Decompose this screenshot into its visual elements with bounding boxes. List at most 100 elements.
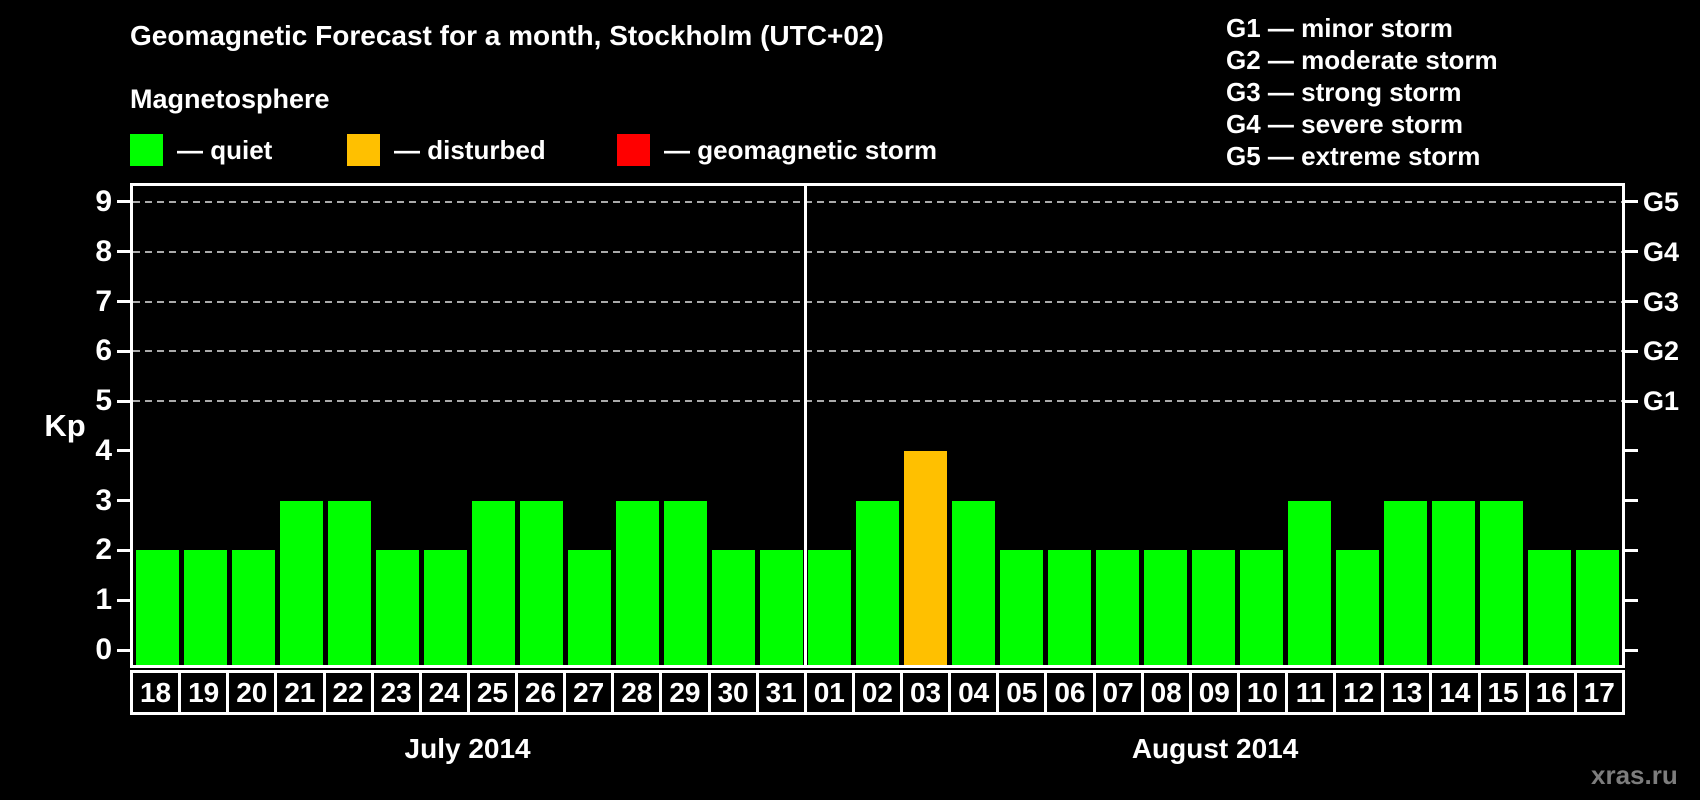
storm-scale-G1: G1 — minor storm <box>1226 13 1453 43</box>
y-axis-label-0: 0 <box>95 633 112 666</box>
kp-bar-22 <box>327 500 371 665</box>
day-label-22: 22 <box>322 670 374 715</box>
kp-bar-17 <box>1576 550 1620 665</box>
chart-title: Geomagnetic Forecast for a month, Stockh… <box>130 20 884 51</box>
right-axis-tick <box>1625 300 1638 304</box>
day-label-13: 13 <box>1381 670 1433 715</box>
y-axis-tick <box>117 598 130 602</box>
y-axis-label-4: 4 <box>95 433 112 467</box>
right-axis-tick <box>1625 250 1638 254</box>
y-axis-tick <box>117 200 130 204</box>
g-scale-label-G3: G3 <box>1643 286 1680 317</box>
day-label-15: 15 <box>1477 670 1529 715</box>
storm-scale-G4: G4 — severe storm <box>1226 109 1464 139</box>
y-axis-label-9: 9 <box>95 184 112 218</box>
day-label-08: 08 <box>1140 670 1192 715</box>
day-label-04: 04 <box>948 670 1000 715</box>
kp-bar-29 <box>663 500 707 665</box>
kp-bar-10 <box>1240 550 1284 665</box>
right-axis-tick <box>1625 548 1638 552</box>
kp-bar-11 <box>1288 500 1332 665</box>
day-label-29: 29 <box>659 670 711 715</box>
gridline-kp-9 <box>133 200 1622 203</box>
day-label-07: 07 <box>1092 670 1144 715</box>
kp-bar-20 <box>231 550 275 665</box>
kp-bar-21 <box>279 500 323 665</box>
legend-item-storm: — geomagnetic storm <box>617 133 937 167</box>
legend-label-disturbed: — disturbed <box>394 134 546 165</box>
day-label-09: 09 <box>1188 670 1240 715</box>
right-axis-tick <box>1625 349 1638 353</box>
storm-scale-G2: G2 — moderate storm <box>1226 45 1498 75</box>
kp-bar-13 <box>1384 500 1428 665</box>
month-separator-line <box>803 186 807 665</box>
storm-scale-G3: G3 — strong storm <box>1226 77 1462 107</box>
legend-label-storm: — geomagnetic storm <box>664 134 938 165</box>
day-label-20: 20 <box>226 670 278 715</box>
kp-bar-07 <box>1096 550 1140 665</box>
kp-bar-18 <box>135 550 179 665</box>
day-label-14: 14 <box>1429 670 1481 715</box>
y-axis-tick <box>117 449 130 453</box>
storm-scale-legend: G1 — minor storm G2 — moderate storm G3 — … <box>1226 12 1498 172</box>
y-axis-tick <box>117 499 130 503</box>
right-axis-tick <box>1625 200 1638 204</box>
y-axis-tick <box>117 300 130 304</box>
kp-bar-23 <box>375 550 419 665</box>
watermark: xras.ru <box>1591 760 1678 790</box>
day-label-17: 17 <box>1573 670 1625 715</box>
y-axis-label-3: 3 <box>95 483 112 517</box>
gridline-kp-7 <box>133 300 1622 303</box>
y-axis-label-8: 8 <box>95 234 112 268</box>
day-label-23: 23 <box>370 670 422 715</box>
day-label-28: 28 <box>611 670 663 715</box>
day-label-11: 11 <box>1285 670 1337 715</box>
right-axis-tick <box>1625 598 1638 602</box>
legend-swatch-quiet-icon <box>130 134 163 166</box>
day-label-01: 01 <box>803 670 855 715</box>
y-axis-tick <box>117 250 130 254</box>
day-label-25: 25 <box>466 670 518 715</box>
storm-scale-G5: G5 — extreme storm <box>1226 141 1481 171</box>
kp-bar-09 <box>1192 550 1236 665</box>
day-label-10: 10 <box>1236 670 1288 715</box>
legend-swatch-disturbed-icon <box>347 134 380 166</box>
kp-bar-28 <box>615 500 659 665</box>
day-label-02: 02 <box>851 670 903 715</box>
day-label-12: 12 <box>1333 670 1385 715</box>
day-label-21: 21 <box>274 670 326 715</box>
kp-bar-26 <box>519 500 563 665</box>
kp-bar-27 <box>567 550 611 665</box>
g-scale-label-G1: G1 <box>1643 386 1680 417</box>
kp-bar-12 <box>1336 550 1380 665</box>
kp-bar-25 <box>471 500 515 665</box>
kp-bar-05 <box>1000 550 1044 665</box>
kp-bar-02 <box>856 500 899 665</box>
y-axis-label-7: 7 <box>95 284 112 318</box>
day-label-19: 19 <box>178 670 230 715</box>
legend-item-disturbed: — disturbed <box>347 133 546 167</box>
kp-bar-30 <box>711 550 755 665</box>
right-axis-tick <box>1625 648 1638 652</box>
y-axis-label-6: 6 <box>95 334 112 368</box>
g-scale-label-G2: G2 <box>1643 336 1680 367</box>
y-axis-tick <box>117 648 130 652</box>
legend-swatch-storm-icon <box>617 134 650 166</box>
g-scale-label-G5: G5 <box>1643 186 1680 217</box>
right-axis-tick <box>1625 499 1638 503</box>
kp-bar-24 <box>423 550 467 665</box>
right-axis-tick <box>1625 449 1638 453</box>
kp-bar-31 <box>759 550 803 665</box>
right-axis-tick <box>1625 399 1638 403</box>
y-axis-tick <box>117 399 130 403</box>
day-label-30: 30 <box>707 670 759 715</box>
y-axis-label-1: 1 <box>95 583 112 617</box>
kp-bar-19 <box>183 550 227 665</box>
kp-bar-04 <box>952 500 996 665</box>
kp-bar-06 <box>1048 550 1092 665</box>
day-label-05: 05 <box>996 670 1048 715</box>
kp-bar-03 <box>904 450 948 665</box>
plot-area <box>130 183 1625 668</box>
month-label-july-2014: July 2014 <box>404 733 531 764</box>
